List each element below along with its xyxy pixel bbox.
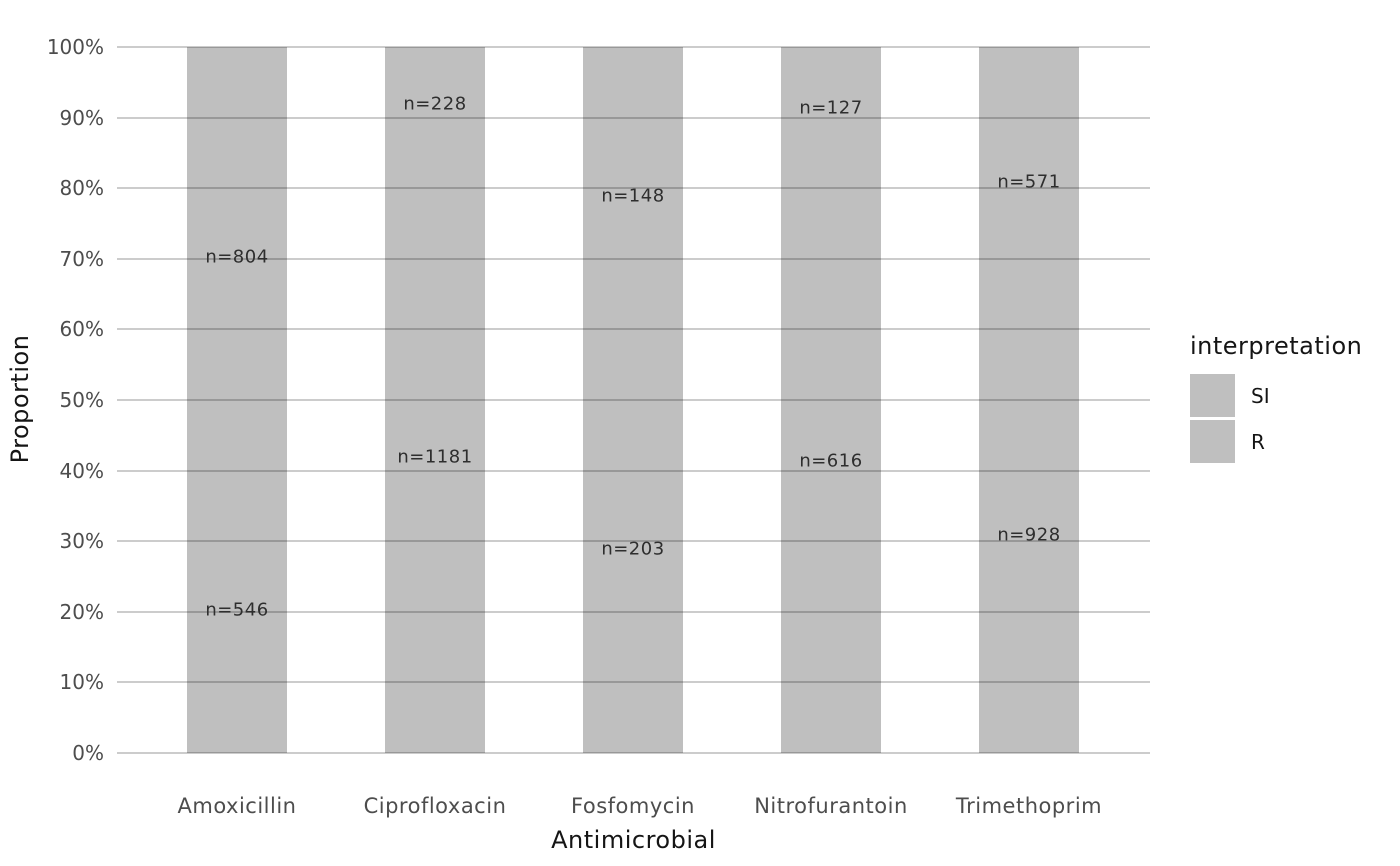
y-axis-title: Proportion bbox=[6, 334, 34, 464]
gridline-70% bbox=[117, 257, 1150, 260]
legend-entry-si: SI bbox=[1190, 374, 1362, 417]
bar-segment-r: n=203 bbox=[583, 345, 683, 753]
gridline-60% bbox=[117, 328, 1150, 331]
x-tick-label-ciprofloxacin: Ciprofloxacin bbox=[363, 794, 507, 818]
gridline-80% bbox=[117, 187, 1150, 190]
x-tick-label-amoxicillin: Amoxicillin bbox=[177, 794, 297, 818]
bar-segment-r: n=616 bbox=[781, 168, 881, 753]
y-tick-label-20%: 20% bbox=[59, 599, 104, 624]
y-tick-label-50%: 50% bbox=[59, 388, 104, 412]
bar-count-label: n=127 bbox=[799, 97, 863, 118]
gridline-100% bbox=[117, 46, 1150, 48]
legend-entries: SI R bbox=[1190, 374, 1362, 463]
bar-count-label: n=928 bbox=[997, 524, 1061, 545]
bar-segment-si: n=571 bbox=[979, 47, 1079, 316]
x-tick-label-nitrofurantoin: Nitrofurantoin bbox=[754, 794, 908, 818]
bar-count-label: n=148 bbox=[601, 185, 665, 207]
legend-swatch-si bbox=[1190, 374, 1235, 417]
bar-count-label: n=1181 bbox=[397, 446, 473, 468]
bar-segment-si: n=127 bbox=[781, 47, 881, 168]
y-tick-label-70%: 70% bbox=[59, 246, 104, 271]
gridline-20% bbox=[117, 610, 1150, 613]
bar-count-label: n=228 bbox=[403, 93, 467, 115]
bar-segment-si: n=804 bbox=[187, 47, 287, 467]
bar-segment-si: n=228 bbox=[385, 47, 485, 161]
gridline-0% bbox=[117, 752, 1150, 754]
x-axis-title: Antimicrobial bbox=[551, 826, 716, 854]
gridline-30% bbox=[117, 540, 1150, 543]
bar-ciprofloxacin: n=228 n=1181 bbox=[385, 47, 485, 753]
bar-count-label: n=571 bbox=[997, 171, 1061, 192]
bar-count-label: n=804 bbox=[205, 246, 269, 268]
bar-trimethoprim: n=571 n=928 bbox=[979, 47, 1079, 753]
bar-count-label: n=203 bbox=[601, 538, 665, 560]
bar-fosfomycin: n=148 n=203 bbox=[583, 47, 683, 753]
legend: interpretation SI R bbox=[1190, 332, 1362, 466]
legend-label-si: SI bbox=[1251, 383, 1270, 408]
gridline-10% bbox=[117, 681, 1150, 684]
bar-nitrofurantoin: n=127 n=616 bbox=[781, 47, 881, 753]
y-tick-label-60%: 60% bbox=[59, 317, 104, 342]
bar-count-label: n=546 bbox=[205, 599, 269, 621]
gridline-40% bbox=[117, 469, 1150, 472]
gridline-90% bbox=[117, 116, 1150, 119]
legend-swatch-r bbox=[1190, 420, 1235, 463]
bar-segment-r: n=546 bbox=[187, 467, 287, 753]
y-tick-label-10%: 10% bbox=[59, 670, 104, 695]
y-tick-label-80%: 80% bbox=[59, 176, 104, 201]
y-tick-label-40%: 40% bbox=[59, 458, 104, 483]
y-tick-label-90%: 90% bbox=[59, 105, 104, 130]
legend-label-r: R bbox=[1251, 429, 1265, 454]
bar-count-label: n=616 bbox=[799, 450, 863, 471]
gridline-50% bbox=[117, 399, 1150, 401]
y-tick-label-0%: 0% bbox=[72, 741, 104, 765]
x-tick-label-fosfomycin: Fosfomycin bbox=[571, 794, 695, 818]
bar-segment-si: n=148 bbox=[583, 47, 683, 345]
gridlines-group bbox=[117, 0, 1150, 866]
legend-title: interpretation bbox=[1190, 332, 1363, 360]
legend-entry-r: R bbox=[1190, 420, 1362, 463]
bar-segment-r: n=928 bbox=[979, 316, 1079, 753]
bar-segment-r: n=1181 bbox=[385, 161, 485, 753]
y-tick-label-100%: 100% bbox=[46, 35, 104, 59]
x-tick-label-trimethoprim: Trimethoprim bbox=[955, 794, 1103, 818]
y-tick-label-30%: 30% bbox=[59, 529, 104, 554]
bar-amoxicillin: n=804 n=546 bbox=[187, 47, 287, 753]
